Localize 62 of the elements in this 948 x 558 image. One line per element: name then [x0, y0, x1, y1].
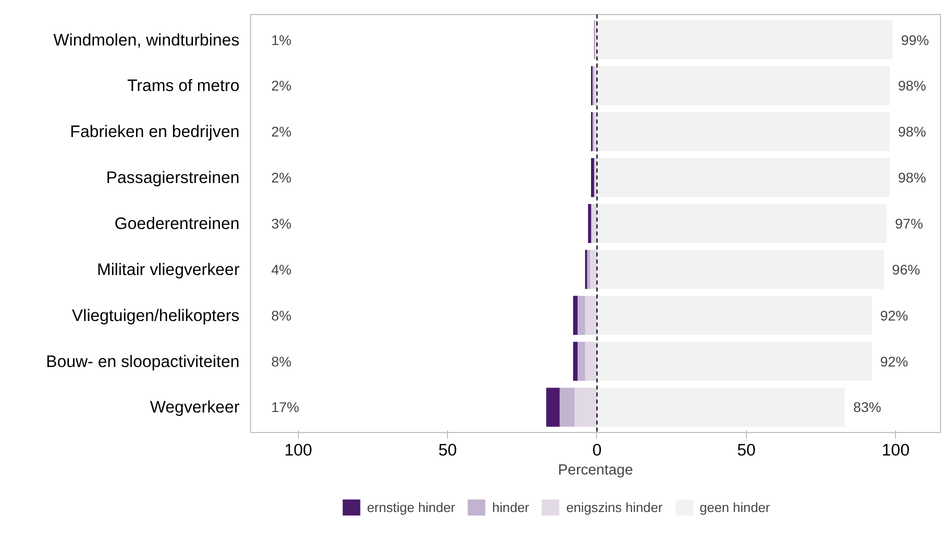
legend-label: hinder	[492, 500, 530, 514]
bar	[596, 158, 890, 198]
bar	[578, 342, 586, 381]
annotation: 1%	[271, 32, 292, 48]
y-tick-label: Fabrieken en bedrijven	[70, 122, 240, 142]
annotation: 2%	[271, 124, 292, 140]
annotation: 2%	[271, 170, 292, 186]
bar	[596, 388, 845, 427]
y-tick-label: Vliegtuigen/helikopters	[72, 306, 240, 325]
legend-label: geen hinder	[700, 500, 770, 514]
legend-label: ernstige hinder	[367, 500, 456, 514]
y-tick-label: Goederentreinen	[114, 214, 240, 233]
x-tick-label: 50	[737, 440, 756, 460]
bar	[596, 112, 890, 152]
legend-label: enigszins hinder	[566, 500, 663, 514]
x-tick-label: 0	[592, 440, 602, 460]
bar	[573, 342, 578, 381]
data-label: 98%	[898, 124, 926, 140]
bar	[573, 296, 578, 335]
bar	[587, 250, 590, 289]
y-tick-label: Trams of metro	[127, 76, 240, 96]
annotation: 17%	[271, 399, 300, 416]
y-tick-label: Bouw- en sloopactiviteiten	[46, 352, 240, 371]
x-tick-label: 100	[882, 440, 910, 460]
data-label: 96%	[892, 261, 920, 278]
data-label: 98%	[898, 78, 926, 94]
annotation: 8%	[271, 307, 292, 324]
bar	[585, 342, 597, 381]
bar	[596, 342, 872, 381]
data-label: 97%	[895, 216, 924, 232]
x-axis-title: Percentage	[558, 462, 633, 478]
annotation: 8%	[271, 353, 292, 370]
bar	[596, 20, 893, 60]
bar	[591, 158, 594, 198]
bar	[594, 66, 597, 106]
bar	[596, 250, 884, 289]
data-label: 83%	[853, 399, 882, 416]
x-tick-label: 50	[438, 440, 457, 460]
bar	[590, 250, 597, 289]
bar	[574, 388, 597, 427]
data-label: 92%	[880, 353, 908, 370]
bar	[596, 204, 887, 244]
annotation: 4%	[271, 261, 292, 278]
data-label: 98%	[898, 170, 926, 186]
bar	[592, 204, 597, 244]
y-tick-label: Wegverkeer	[150, 398, 240, 417]
bar	[596, 66, 890, 106]
bar	[594, 112, 597, 152]
y-tick-label: Passagierstreinen	[106, 168, 240, 188]
bar	[588, 204, 592, 244]
bar	[585, 296, 597, 335]
annotation: 2%	[271, 78, 292, 94]
y-tick-label: Windmolen, windturbines	[53, 30, 240, 50]
bar	[596, 296, 872, 335]
annotation: 3%	[271, 216, 292, 232]
x-tick-label: 100	[284, 440, 312, 460]
data-label: 92%	[880, 307, 908, 324]
bar	[546, 388, 560, 427]
bar	[560, 388, 575, 427]
bar	[578, 296, 586, 335]
y-tick-label: Militair vliegverkeer	[96, 260, 240, 279]
data-label: 99%	[900, 32, 930, 48]
